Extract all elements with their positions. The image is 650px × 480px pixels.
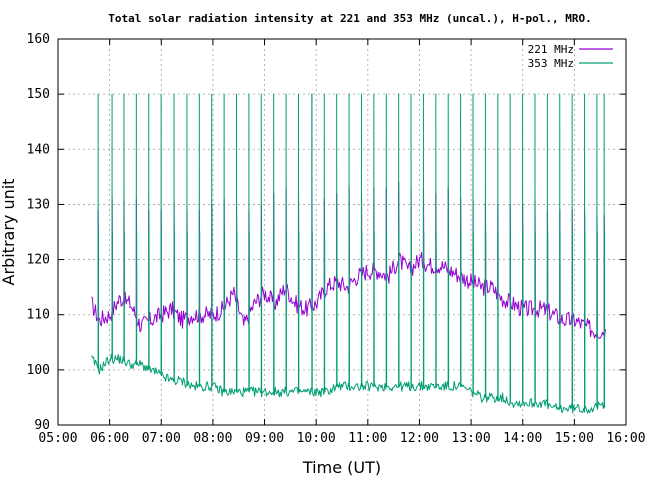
y-tick-label: 140 <box>27 142 50 157</box>
tick-layer: 05:00 06:00 07:00 08:00 09:00 10:00 11:00 12:00… <box>27 32 646 446</box>
y-tick-label: 150 <box>27 87 50 102</box>
y-tick-label: 110 <box>27 308 50 323</box>
y-axis-label: Arbitrary unit <box>0 179 18 286</box>
x-tick-label: 15:00 <box>555 431 594 446</box>
y-tick-label: 90 <box>34 418 50 433</box>
y-tick-label: 160 <box>27 32 50 47</box>
series-line-353-mhz <box>91 93 606 414</box>
series-line-221-mhz <box>91 93 606 340</box>
y-tick-label: 120 <box>27 253 50 268</box>
x-tick-label: 14:00 <box>503 431 542 446</box>
series-layer <box>91 93 606 414</box>
x-tick-label: 12:00 <box>400 431 439 446</box>
chart-title: Total solar radiation intensity at 221 a… <box>108 12 591 25</box>
legend-label-353: 353 MHz <box>528 57 574 70</box>
legend-label-221: 221 MHz <box>528 43 574 56</box>
plot-frame <box>57 38 627 426</box>
x-tick-label: 13:00 <box>452 431 491 446</box>
legend: 221 MHz 353 MHz <box>528 43 613 70</box>
y-tick-label: 100 <box>27 363 50 378</box>
x-tick-label: 09:00 <box>245 431 284 446</box>
x-tick-label: 07:00 <box>142 431 181 446</box>
x-tick-label: 10:00 <box>297 431 336 446</box>
x-tick-label: 05:00 <box>38 431 77 446</box>
x-tick-label: 11:00 <box>348 431 387 446</box>
x-tick-label: 16:00 <box>606 431 645 446</box>
x-axis-label: Time (UT) <box>302 458 381 477</box>
y-tick-label: 130 <box>27 197 50 212</box>
x-tick-label: 06:00 <box>90 431 129 446</box>
x-tick-label: 08:00 <box>193 431 232 446</box>
